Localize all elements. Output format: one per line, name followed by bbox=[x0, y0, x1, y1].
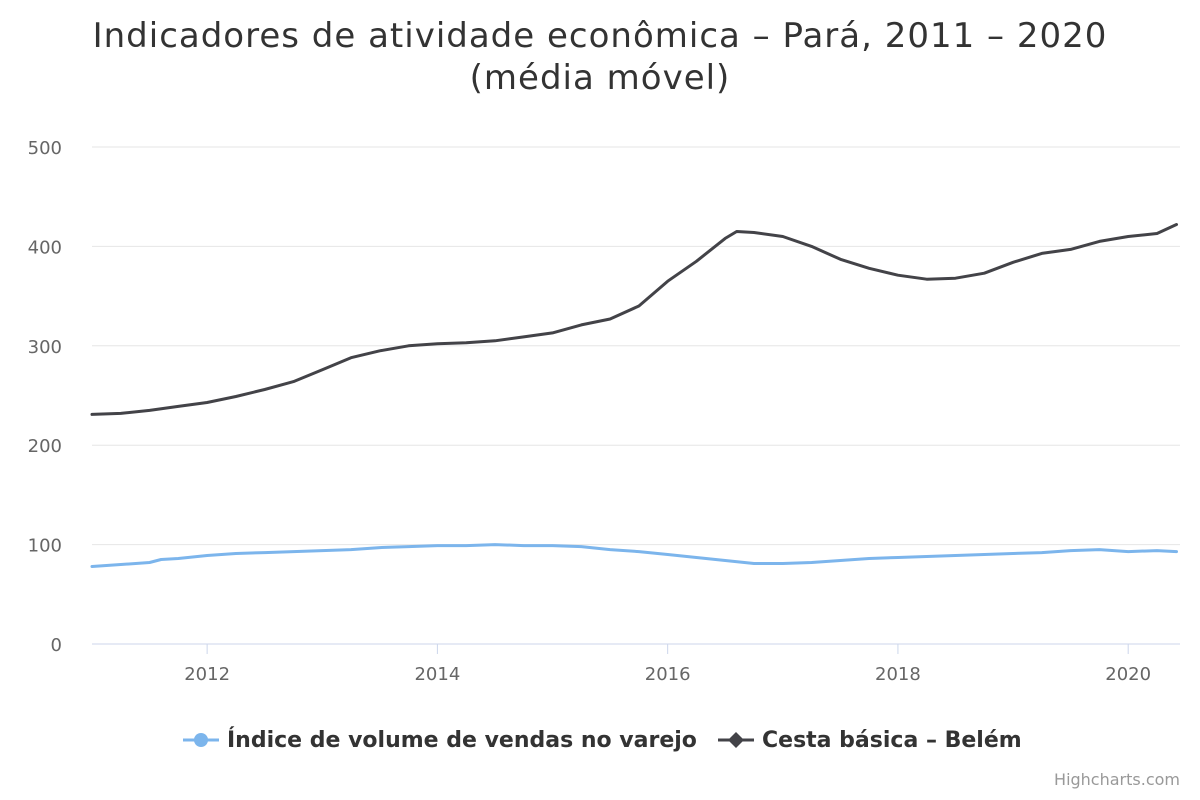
y-axis: 0 100 200 300 400 500 bbox=[28, 138, 62, 656]
y-tick-label: 200 bbox=[28, 436, 62, 457]
chart-title: Indicadores de atividade econômica – Par… bbox=[92, 16, 1108, 56]
legend-symbol-diamond-icon bbox=[718, 732, 754, 748]
x-tick-label: 2012 bbox=[184, 664, 230, 685]
grid-lines bbox=[92, 146, 1180, 546]
legend-label: Cesta básica – Belém bbox=[762, 727, 1022, 753]
y-tick-label: 500 bbox=[28, 138, 62, 159]
series-lines bbox=[90, 223, 1178, 568]
series-line-cesta[interactable] bbox=[90, 223, 1178, 416]
x-tick-label: 2014 bbox=[414, 664, 460, 685]
x-tick-label: 2020 bbox=[1105, 664, 1151, 685]
series-line-varejo[interactable] bbox=[90, 543, 1178, 568]
x-tick-label: 2018 bbox=[875, 664, 921, 685]
legend-label: Índice de volume de vendas no varejo bbox=[227, 727, 697, 753]
legend-item-cesta[interactable]: Cesta básica – Belém bbox=[718, 722, 1022, 758]
y-tick-label: 400 bbox=[28, 237, 62, 258]
credits-link[interactable]: Highcharts.com bbox=[1054, 770, 1180, 789]
plot-area: 0 100 200 300 400 500 2012 2014 2016 2018 2020 bbox=[28, 138, 1180, 685]
y-tick-label: 300 bbox=[28, 337, 62, 358]
legend-item-varejo[interactable]: Índice de volume de vendas no varejo bbox=[183, 722, 697, 758]
y-tick-label: 0 bbox=[51, 635, 62, 656]
y-tick-label: 100 bbox=[28, 536, 62, 557]
legend-symbol-circle-icon bbox=[183, 733, 219, 747]
chart-subtitle: (média móvel) bbox=[469, 58, 731, 98]
x-axis: 2012 2014 2016 2018 2020 bbox=[92, 643, 1180, 685]
legend: Índice de volume de vendas no varejo Ces… bbox=[0, 722, 1200, 758]
x-tick-label: 2016 bbox=[645, 664, 691, 685]
